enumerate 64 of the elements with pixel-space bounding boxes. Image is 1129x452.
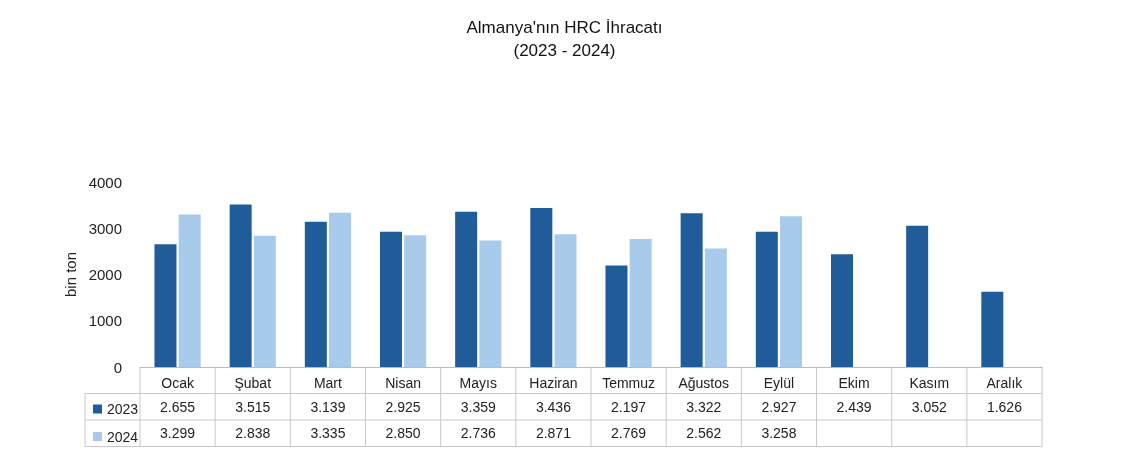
y-axis-title: bin ton [61, 251, 79, 298]
bar [178, 214, 201, 367]
data-label: 2.850 [385, 425, 421, 442]
data-label: 3.359 [460, 398, 496, 415]
data-label: 2.925 [385, 398, 421, 415]
data-label: 3.335 [310, 425, 346, 442]
data-label: 2.655 [160, 398, 196, 415]
data-label: 3.052 [911, 398, 947, 415]
bar [404, 235, 427, 367]
bar [479, 240, 502, 367]
bar [755, 231, 778, 367]
data-label: 1.626 [986, 398, 1023, 415]
bar [680, 213, 703, 367]
x-tick-label: Mayıs [459, 375, 497, 391]
data-label: 2.736 [460, 425, 496, 442]
bar [304, 221, 327, 367]
x-tick-label: Aralık [986, 375, 1024, 391]
x-tick-label: Şubat [234, 375, 272, 391]
x-tick-label: Nisan [385, 375, 421, 391]
x-tick-label: Kasım [909, 375, 950, 391]
y-tick-label: 1000 [88, 312, 122, 330]
bar [830, 254, 853, 367]
data-label: 2.769 [611, 425, 647, 442]
bar [981, 291, 1004, 367]
bar [780, 216, 803, 367]
data-label: 2.871 [535, 425, 572, 442]
x-tick-label: Eylül [763, 375, 795, 391]
data-label: 2.197 [611, 398, 647, 415]
bar [530, 208, 553, 367]
bar [379, 231, 402, 367]
x-tick-label: Mart [313, 375, 343, 391]
y-tick-label: 2000 [88, 266, 122, 283]
data-label: 3.515 [235, 398, 271, 415]
bar [229, 204, 252, 367]
bar [554, 234, 577, 367]
data-label: 2.562 [686, 425, 722, 442]
data-label: 2.838 [235, 425, 271, 442]
bar [605, 265, 628, 367]
x-tick-label: Ağustos [678, 375, 730, 391]
data-label: 3.436 [535, 398, 572, 415]
data-label: 2.439 [836, 398, 872, 415]
y-tick-label: 3000 [88, 219, 122, 237]
chart-title: Almanya'nın HRC İhracatı [466, 18, 663, 37]
x-tick-label: Temmuz [602, 375, 656, 391]
chart-subtitle: (2023 - 2024) [513, 41, 616, 60]
bar [629, 238, 652, 367]
legend-label: 2023 [107, 401, 139, 417]
y-tick-label: 4000 [88, 173, 122, 191]
x-tick-label: Ocak [161, 375, 195, 391]
data-label: 3.258 [761, 425, 797, 442]
bar [906, 225, 929, 367]
data-label: 3.299 [160, 425, 196, 442]
data-label: 3.139 [310, 398, 346, 415]
x-tick-label: Ekim [838, 375, 870, 391]
bar [253, 235, 276, 367]
y-tick-label: 0 [113, 358, 122, 376]
data-label: 2.927 [761, 398, 797, 415]
bar [455, 211, 478, 367]
bar [154, 244, 177, 367]
bar [704, 248, 727, 367]
bar [329, 212, 352, 367]
x-tick-label: Haziran [529, 375, 578, 391]
legend-label: 2024 [107, 428, 139, 445]
data-label: 3.322 [686, 398, 722, 415]
